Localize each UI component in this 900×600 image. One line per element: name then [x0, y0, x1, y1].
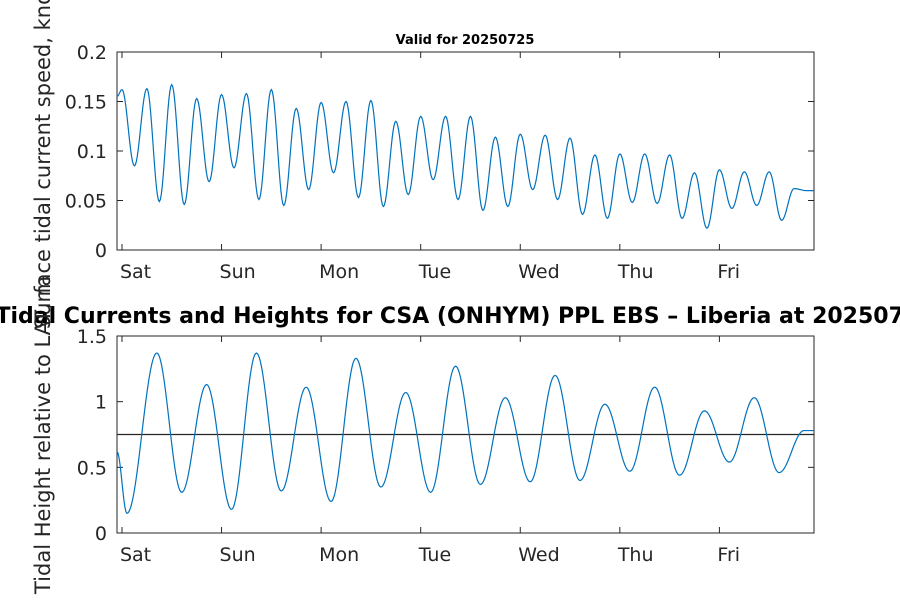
current-speed-y-axis-label: Surface tidal current speed, knots	[31, 0, 55, 329]
tidal-height-x-tick-label: Mon	[319, 544, 359, 566]
current-speed-y-tick-label: 0.15	[65, 92, 107, 114]
tidal-height-x-tick-label: Fri	[717, 544, 740, 566]
current-speed-x-tick-label: Tue	[418, 261, 451, 283]
current-speed-x-tick-label: Mon	[319, 261, 359, 283]
tidal-height-series-line	[116, 352, 814, 515]
current-speed-title: Valid for 20250725	[396, 33, 535, 48]
current-speed-y-tick-label: 0	[95, 240, 107, 262]
tidal-height-y-tick-label: 0.5	[77, 457, 107, 479]
tidal-height-y-tick-label: 0	[95, 523, 107, 545]
tidal-height-y-axis-label: Tidal Height relative to LAT, m	[31, 276, 55, 595]
tidal-height-x-tick-label: Wed	[518, 544, 559, 566]
current-speed-y-tick-label: 0.1	[77, 141, 107, 163]
current-speed-y-tick-label: 0.2	[77, 42, 107, 64]
tidal-height-y-tick-label: 1	[95, 392, 107, 414]
overall-title: Tidal Currents and Heights for CSA (ONHY…	[0, 304, 900, 329]
tidal-height-x-tick-label: Tue	[418, 544, 451, 566]
tidal-height-x-tick-label: Thu	[617, 544, 654, 566]
tidal-height-axes: 0 0.5 1 1.5 Sat Sun Mon Tue Wed Thu Fri	[77, 326, 815, 566]
tidal-height-x-tick-label: Sun	[220, 544, 256, 566]
current-speed-x-tick-label: Sat	[120, 261, 151, 283]
current-speed-series-line	[116, 83, 814, 230]
current-speed-axes: 0 0.05 0.1 0.15 0.2 Sat Sun Mon Tue Wed Thu Fri Va…	[65, 33, 815, 283]
tidal-height-x-tick-label: Sat	[120, 544, 151, 566]
current-speed-x-tick-label: Sun	[220, 261, 256, 283]
current-speed-x-tick-label: Thu	[617, 261, 654, 283]
current-speed-x-tick-label: Wed	[518, 261, 559, 283]
tidal-height-y-tick-label: 1.5	[77, 326, 107, 348]
current-speed-x-tick-label: Fri	[717, 261, 740, 283]
current-speed-y-tick-label: 0.05	[65, 191, 107, 213]
